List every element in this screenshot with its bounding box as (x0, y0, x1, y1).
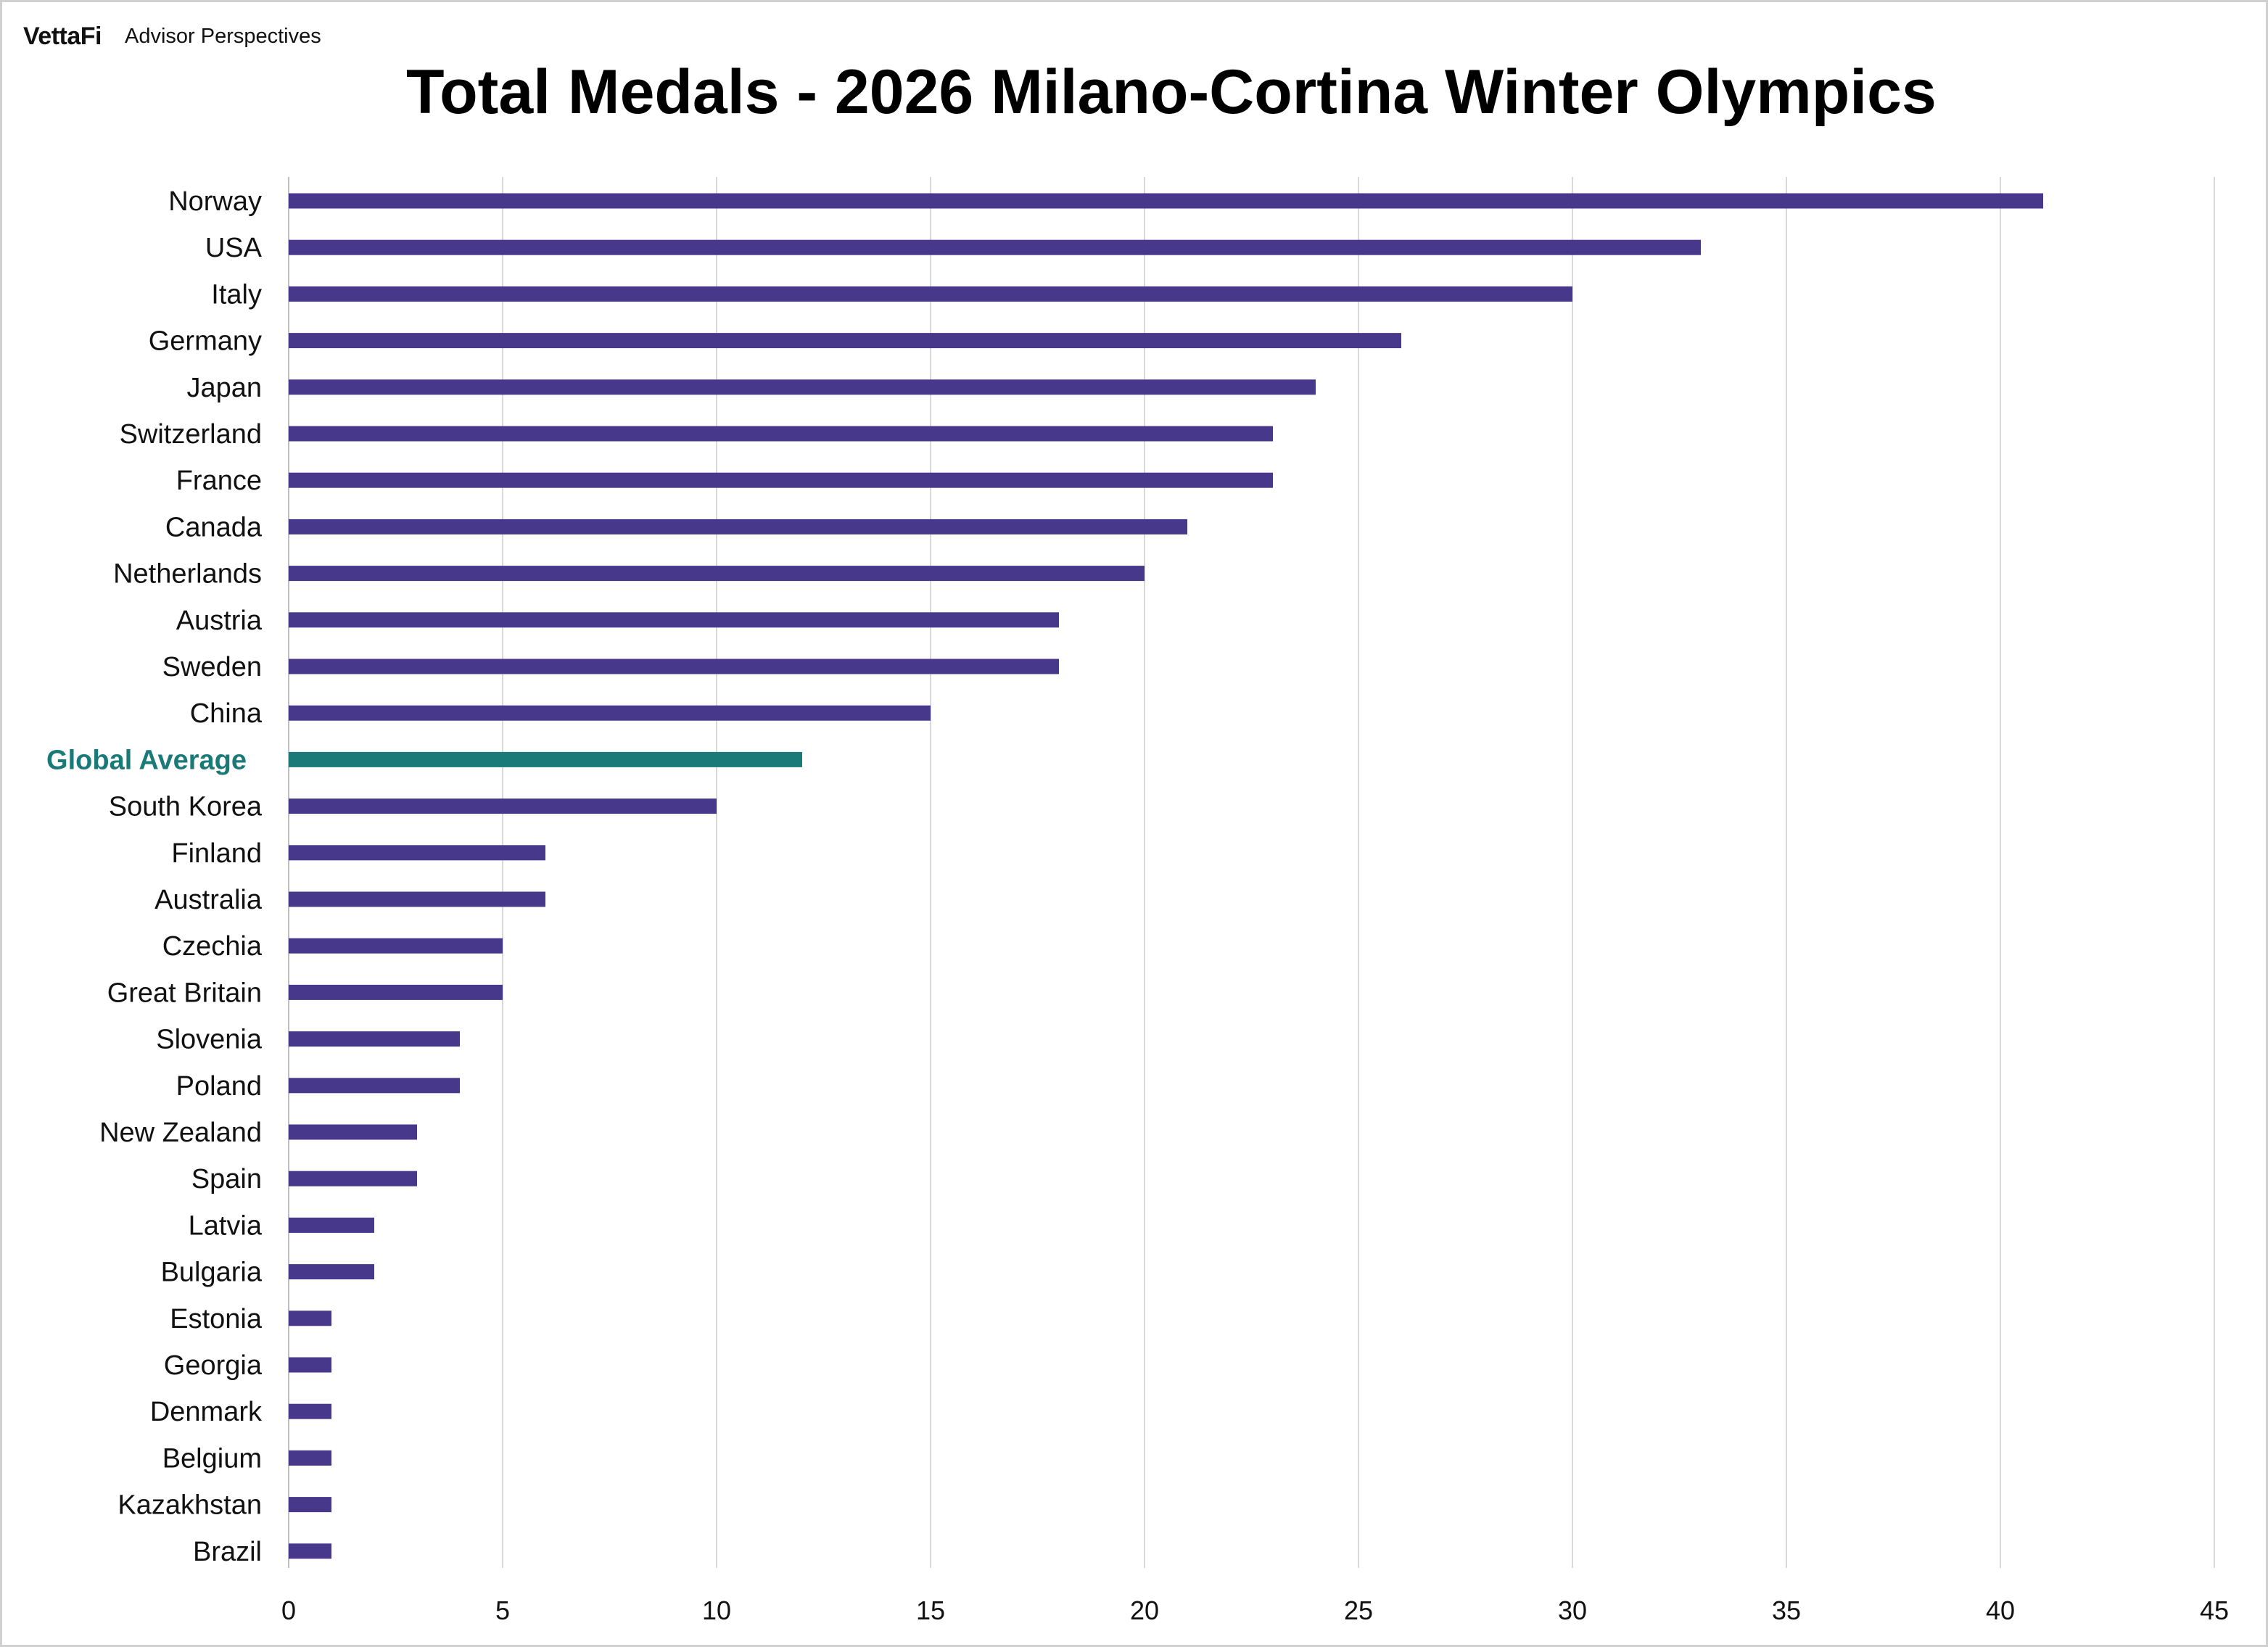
bar (289, 1403, 331, 1419)
bar (289, 1450, 331, 1466)
category-label: Belgium (162, 1443, 262, 1474)
bar-global-average (289, 751, 802, 767)
bar (289, 659, 1059, 674)
brand-name: Advisor Perspectives (124, 24, 321, 48)
category-label: Kazakhstan (117, 1490, 262, 1521)
category-label: Poland (176, 1071, 262, 1102)
bars (289, 193, 2043, 1559)
bar (289, 1357, 331, 1373)
category-label: Japan (186, 373, 262, 403)
category-label: Netherlands (113, 559, 262, 590)
x-tick-label: 5 (495, 1596, 510, 1625)
bar (289, 1264, 374, 1280)
category-label: Norway (168, 186, 262, 217)
bar (289, 286, 1572, 302)
bar (289, 426, 1273, 442)
category-label: Georgia (164, 1350, 263, 1381)
category-label: Germany (149, 326, 262, 357)
bar (289, 891, 545, 907)
category-label: Great Britain (107, 978, 262, 1008)
vettafi-logo: VettaFi (23, 22, 102, 50)
x-tick-label: 25 (1344, 1596, 1373, 1625)
bar (289, 938, 503, 954)
chart-title: Total Medals - 2026 Milano-Cortina Winte… (406, 57, 1937, 127)
bar (289, 239, 1701, 255)
bar (289, 705, 931, 721)
category-label: Bulgaria (161, 1258, 263, 1288)
category-label: Czechia (162, 931, 263, 962)
x-tick-label: 45 (2200, 1596, 2229, 1625)
category-label: Canada (165, 512, 263, 542)
bar (289, 519, 1187, 534)
x-tick-label: 30 (1558, 1596, 1587, 1625)
bar (289, 1078, 460, 1094)
bar (289, 798, 717, 814)
bar (289, 1310, 331, 1326)
category-label: Denmark (150, 1397, 263, 1427)
category-label: Finland (171, 838, 262, 869)
x-tick-label: 0 (281, 1596, 296, 1625)
category-label: Sweden (162, 652, 262, 682)
category-labels: Norway USA Italy Germany Japan Switzerland Fra… (46, 186, 263, 1567)
category-label: Estonia (170, 1304, 263, 1334)
category-label: South Korea (109, 792, 263, 822)
x-tick-label: 35 (1772, 1596, 1801, 1625)
category-label: Switzerland (120, 419, 262, 450)
gridlines (288, 177, 2215, 1568)
category-label: New Zealand (99, 1118, 262, 1148)
category-label: France (176, 466, 262, 496)
category-label: Brazil (193, 1537, 262, 1567)
category-label: Slovenia (156, 1025, 263, 1055)
x-axis-ticks: 0 5 10 15 20 25 30 35 40 45 (281, 1596, 2229, 1625)
bar (289, 472, 1273, 488)
bar (289, 984, 503, 1000)
bar (289, 1543, 331, 1559)
brand-header: VettaFi Advisor Perspectives (23, 19, 321, 54)
bar (289, 1497, 331, 1513)
category-label: Austria (176, 606, 263, 636)
category-label: China (190, 698, 263, 729)
bar (289, 1171, 417, 1186)
bar (289, 566, 1145, 582)
bar (289, 1031, 460, 1047)
category-label: USA (205, 233, 263, 263)
x-tick-label: 40 (1986, 1596, 2015, 1625)
category-label: Latvia (189, 1210, 263, 1241)
x-tick-label: 10 (702, 1596, 731, 1625)
bar (289, 845, 545, 861)
x-tick-label: 15 (916, 1596, 945, 1625)
bar (289, 333, 1401, 349)
category-label-global-average: Global Average (46, 745, 247, 775)
category-label: Spain (191, 1164, 262, 1194)
bar (289, 612, 1059, 628)
bar (289, 193, 2043, 209)
bar (289, 379, 1316, 395)
bar (289, 1217, 374, 1233)
x-tick-label: 20 (1130, 1596, 1159, 1625)
category-label: Italy (211, 279, 262, 310)
category-label: Australia (154, 885, 263, 915)
bar (289, 1124, 417, 1140)
